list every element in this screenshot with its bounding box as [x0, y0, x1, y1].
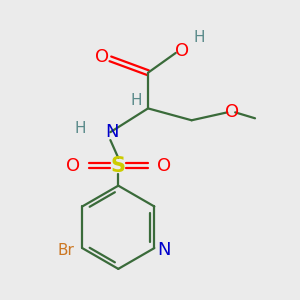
Text: N: N: [106, 123, 119, 141]
Text: O: O: [225, 103, 239, 122]
Text: H: H: [194, 30, 205, 45]
Text: N: N: [158, 241, 171, 259]
Text: H: H: [75, 121, 86, 136]
Text: O: O: [66, 157, 80, 175]
Text: O: O: [175, 42, 189, 60]
Text: H: H: [130, 93, 142, 108]
Text: S: S: [111, 156, 126, 176]
Text: O: O: [95, 48, 110, 66]
Text: Br: Br: [58, 243, 75, 258]
Text: O: O: [157, 157, 171, 175]
